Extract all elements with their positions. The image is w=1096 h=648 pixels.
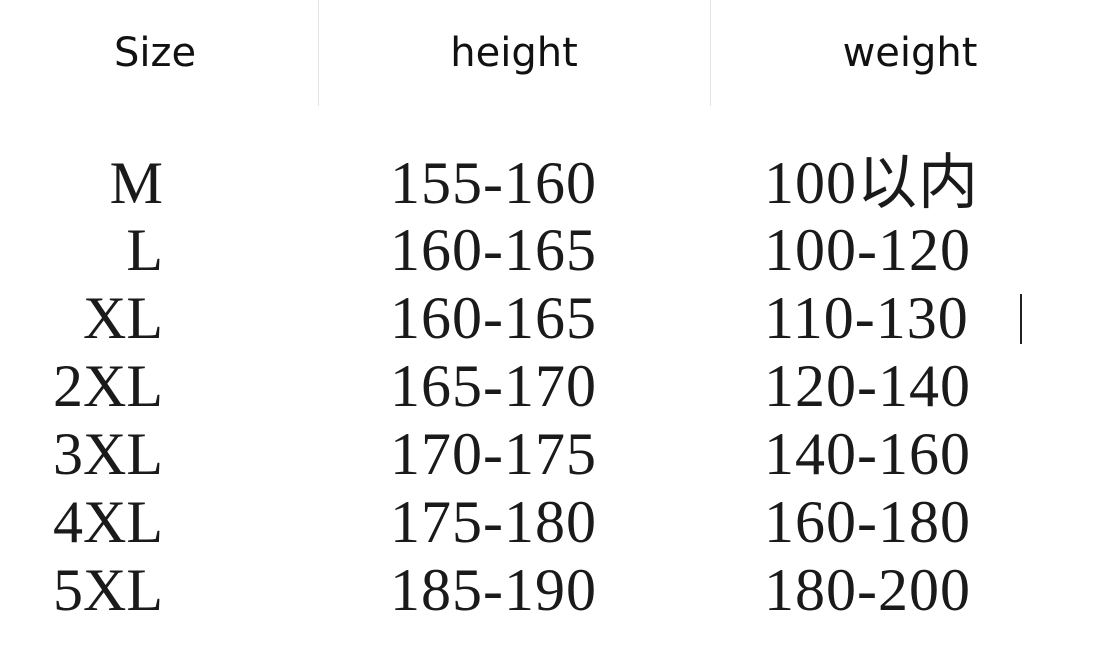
- table-row: M 155-160 100以内: [0, 149, 1096, 217]
- size-cell: L: [126, 217, 163, 283]
- size-cell: 5XL: [53, 557, 163, 623]
- header-divider: [710, 0, 711, 106]
- weight-cell: 120-140: [764, 353, 971, 419]
- size-cell: 4XL: [53, 489, 163, 555]
- weight-cell: 110-130: [764, 285, 969, 351]
- height-cell: 170-175: [390, 421, 597, 487]
- header-size: Size: [113, 30, 197, 76]
- table-row: XL 160-165 110-130: [0, 284, 1096, 352]
- weight-cell: 160-180: [764, 489, 971, 555]
- table-row: 3XL 170-175 140-160: [0, 420, 1096, 488]
- height-cell: 155-160: [390, 150, 597, 216]
- weight-cell: 100-120: [764, 217, 971, 283]
- height-cell: 160-165: [390, 217, 597, 283]
- table-row: L 160-165 100-120: [0, 216, 1096, 284]
- header-height: height: [450, 30, 578, 76]
- text-cursor: [1020, 294, 1022, 344]
- header-divider: [318, 0, 319, 106]
- height-cell: 175-180: [390, 489, 597, 555]
- height-cell: 185-190: [390, 557, 597, 623]
- header-weight: weight: [842, 30, 978, 76]
- height-cell: 160-165: [390, 285, 597, 351]
- height-cell: 165-170: [390, 353, 597, 419]
- size-cell: XL: [83, 285, 163, 351]
- size-cell: M: [109, 150, 163, 216]
- weight-cell: 140-160: [764, 421, 971, 487]
- size-cell: 2XL: [53, 353, 163, 419]
- table-row: 4XL 175-180 160-180: [0, 488, 1096, 556]
- size-cell: 3XL: [53, 421, 163, 487]
- table-row: 5XL 185-190 180-200: [0, 556, 1096, 624]
- weight-cell: 180-200: [764, 557, 971, 623]
- table-row: 2XL 165-170 120-140: [0, 352, 1096, 420]
- weight-cell: 100以内: [764, 150, 979, 216]
